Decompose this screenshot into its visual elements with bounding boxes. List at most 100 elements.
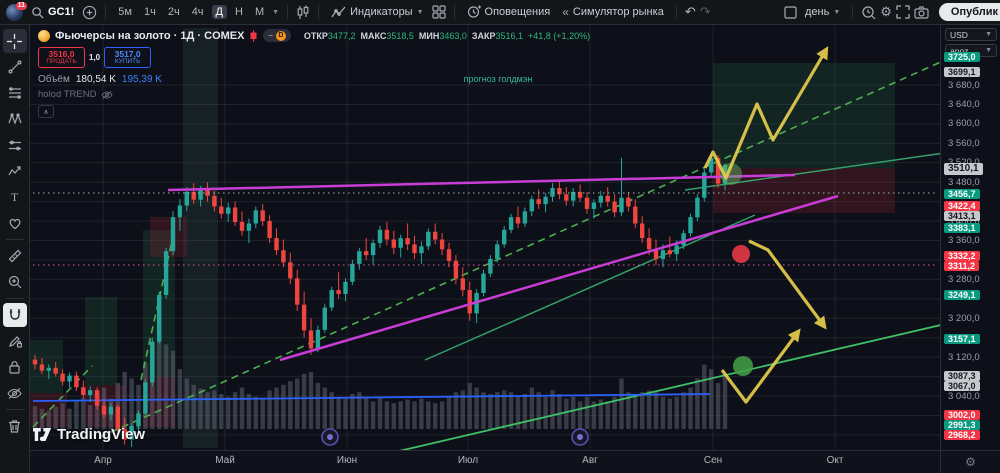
zigzag-dashed-1 — [32, 365, 93, 428]
forecast-arrow-bounce — [720, 328, 801, 404]
indicators-button[interactable]: Индикаторы ▼ — [327, 4, 427, 21]
currency-selector[interactable]: USD ▼ — [945, 28, 997, 41]
user-avatar[interactable]: 11 — [6, 1, 27, 21]
price-tick: 3 120,0 — [948, 351, 980, 363]
crosshair-icon[interactable] — [2, 29, 27, 53]
price-axis[interactable]: USD ▼ apoz ▼ 3 680,0 3 640,0 3 600,0 3 560,… — [940, 25, 1000, 450]
alert-icon — [467, 5, 481, 19]
volume-bar — [136, 384, 141, 429]
volume-bar — [515, 396, 521, 429]
candles — [32, 153, 728, 448]
ruler-icon[interactable] — [3, 244, 27, 268]
event-marker-dot — [577, 434, 583, 440]
tf-1w[interactable]: Н — [235, 6, 243, 18]
volume-legend[interactable]: Объём 180,54 K 195,39 K — [38, 74, 590, 85]
volume-bar — [591, 401, 597, 429]
tf-1m[interactable]: М — [254, 6, 265, 18]
chevron-down-icon[interactable]: ▼ — [272, 8, 280, 16]
volume-bar — [481, 392, 486, 429]
chevron-up-icon: ∧ — [43, 108, 49, 116]
publish-button[interactable]: Опублик — [938, 3, 1000, 21]
gear-icon[interactable]: ⚙ — [880, 4, 892, 19]
pattern-icon[interactable] — [3, 107, 27, 131]
candle-body — [550, 188, 555, 197]
fib-icon[interactable] — [3, 81, 27, 105]
search-icon — [31, 6, 44, 19]
goto-date-icon[interactable] — [861, 5, 876, 20]
price-tick: 3 600,0 — [948, 118, 980, 130]
time-axis[interactable]: Апр Май Июн Июл Авг Сен Окт — [30, 450, 940, 473]
prediction-icon[interactable] — [3, 133, 27, 157]
volume-bar — [667, 398, 672, 429]
high-value: 3518,5 — [386, 30, 414, 41]
layout-grid-icon[interactable] — [431, 5, 446, 19]
tradingview-watermark[interactable]: TradingView — [33, 426, 145, 443]
candle-body — [370, 242, 376, 256]
wave-icon[interactable] — [3, 159, 27, 183]
volume-bar — [391, 403, 396, 429]
camera-icon[interactable] — [914, 5, 929, 19]
price-badge: 3699,1 — [944, 67, 980, 77]
candle-body — [94, 390, 100, 406]
indicator-legend[interactable]: holod TREND — [38, 89, 590, 100]
candles-icon[interactable] — [296, 5, 310, 20]
volume-bar — [336, 396, 341, 429]
volume-bar — [674, 396, 679, 429]
sell-button[interactable]: 3516,0 ПРОДАТЬ — [38, 47, 85, 68]
volume-bar — [239, 387, 245, 429]
price-badge: 3456,7 — [944, 189, 980, 199]
forecast-arrow-up — [703, 46, 829, 180]
collapse-legend-button[interactable]: ∧ — [38, 105, 54, 118]
low-value: 3463,0 — [439, 30, 467, 41]
buy-button[interactable]: 3517,0 КУПИТЬ — [104, 47, 152, 68]
text-icon[interactable]: T — [10, 189, 19, 204]
price-tick: 3 360,0 — [948, 235, 980, 246]
magnet-icon[interactable] — [2, 303, 27, 327]
candle-body — [391, 239, 396, 248]
lock-icon[interactable] — [3, 355, 27, 379]
volume-bar — [295, 378, 300, 429]
tf-4h[interactable]: 4ч — [191, 6, 204, 18]
candle-body — [633, 206, 638, 224]
volume-bar — [163, 344, 169, 429]
undo-icon[interactable]: ↶ — [684, 4, 696, 19]
axis-settings-corner[interactable]: ⚙ — [940, 450, 1000, 473]
symbol-search[interactable]: GC1! — [27, 4, 78, 21]
emoji-icon[interactable] — [3, 211, 27, 235]
tf-2h[interactable]: 2ч — [167, 6, 180, 18]
candle-body — [426, 231, 431, 247]
chart-area[interactable]: прогноз голдмэн — [30, 25, 940, 450]
candle-body — [226, 207, 231, 214]
trash-icon[interactable] — [3, 414, 27, 438]
alerts-button[interactable]: Оповещения — [463, 3, 555, 21]
zoom-in-icon[interactable] — [3, 270, 27, 294]
volume-bar — [198, 388, 203, 429]
hide-drawings-icon[interactable] — [3, 381, 27, 405]
redo-icon[interactable]: ↷ — [699, 4, 711, 19]
instrument-title[interactable]: Фьючерсы на золото · 1Д · COMEX — [55, 29, 245, 42]
volume-bar — [453, 392, 459, 429]
fullscreen-icon[interactable] — [896, 5, 910, 19]
candle-body — [184, 191, 189, 206]
draw-lock-icon[interactable] — [3, 329, 27, 353]
candle-body — [571, 191, 576, 201]
price-badge: 3157,1 — [944, 334, 980, 344]
tf-1d[interactable]: Д — [211, 5, 227, 19]
volume-bar — [564, 398, 569, 429]
plus-icon[interactable] — [82, 5, 97, 20]
volume-label: Объём — [38, 74, 70, 85]
candle-body — [584, 197, 590, 209]
tf-5m[interactable]: 5м — [118, 6, 132, 18]
pine-toggle[interactable]: – D — [263, 29, 291, 42]
replay-button[interactable]: « Симулятор рынка — [558, 3, 668, 21]
price-tick: 3 040,0 — [948, 390, 980, 402]
volume-bar — [722, 373, 728, 429]
month-label: Авг — [582, 455, 598, 466]
volume-bar — [419, 398, 424, 429]
eye-off-icon[interactable] — [101, 90, 113, 100]
range-selector[interactable]: день ▼ — [801, 4, 844, 20]
square-icon[interactable] — [784, 5, 797, 19]
tf-1h[interactable]: 1ч — [143, 6, 156, 18]
trendline-icon[interactable] — [3, 55, 27, 79]
candle-body — [515, 217, 521, 224]
